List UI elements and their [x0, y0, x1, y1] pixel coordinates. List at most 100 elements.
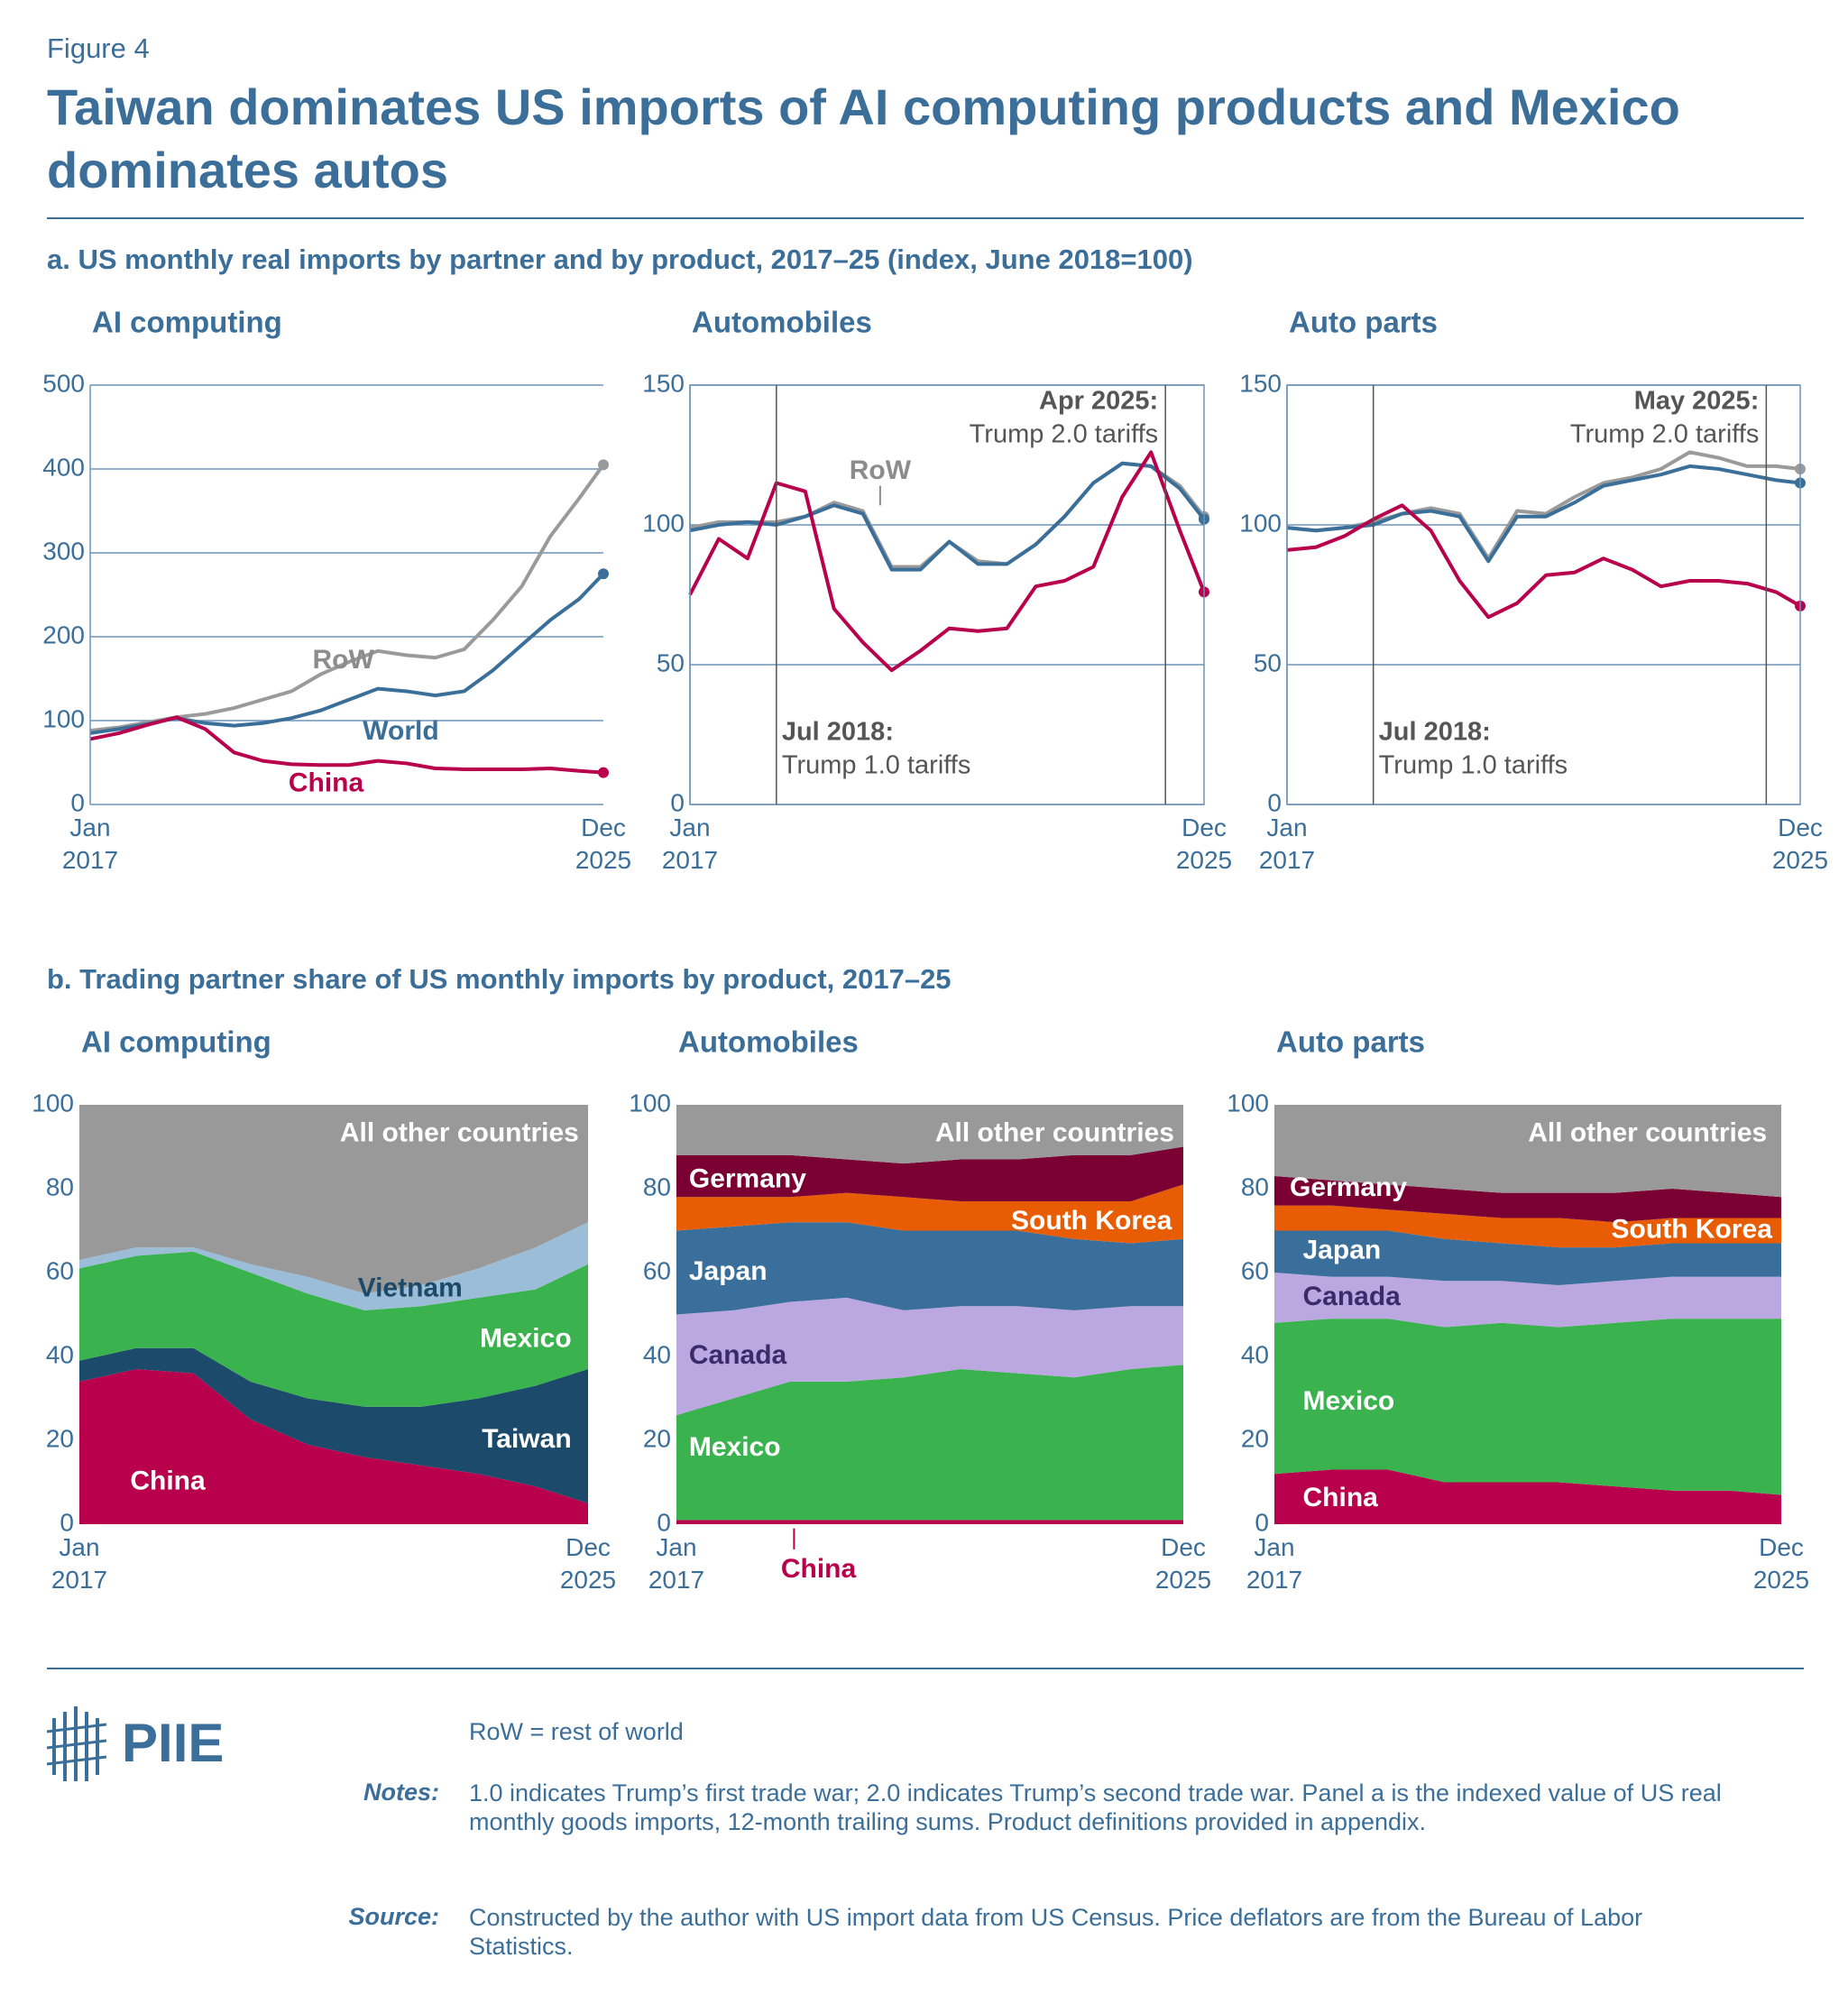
area	[1274, 1205, 1781, 1248]
annotation-label: Jul 2018:	[782, 718, 894, 747]
frame	[689, 384, 1205, 805]
x-tick-label: Dec 2025	[1753, 1533, 1809, 1594]
annotation-label: May 2025:	[1634, 386, 1760, 415]
y-tick-label: 0	[70, 788, 85, 816]
area	[676, 1105, 1183, 1164]
line	[89, 715, 604, 775]
area	[676, 1365, 1183, 1521]
chart-title: Automobiles	[692, 306, 872, 339]
annotation-label: Apr 2025:	[1039, 386, 1158, 415]
y-tick-label: 0	[1255, 1508, 1269, 1536]
y-tick-label: 100	[1227, 1089, 1269, 1117]
area	[676, 1297, 1183, 1416]
x-tick-label: Jan 2017	[662, 814, 718, 874]
x-tick-label: Dec 2025	[1155, 1533, 1211, 1594]
panel-title: b. Trading partner share of US monthly i…	[47, 963, 952, 995]
y-tick-label: 40	[1241, 1340, 1269, 1368]
y-tick-label: 80	[643, 1172, 671, 1200]
annotation-label: Jul 2018:	[1379, 718, 1491, 747]
y-tick-label: 100	[642, 509, 685, 537]
logo-icon	[46, 1706, 107, 1781]
line	[689, 461, 1206, 572]
logo-text: PIIE	[122, 1713, 224, 1773]
note-label: Source:	[348, 1903, 439, 1930]
x-tick-label: Jan 2017	[62, 814, 118, 874]
series-label: Japan	[1303, 1236, 1382, 1265]
annotation-text: Trump 1.0 tariffs	[782, 751, 971, 780]
y-tick-label: 40	[46, 1340, 74, 1368]
line	[688, 450, 1206, 673]
series-label: Vietnam	[358, 1273, 463, 1303]
chart-title: Automobiles	[678, 1025, 859, 1059]
area	[1274, 1273, 1781, 1328]
y-tick-label: 20	[46, 1424, 74, 1452]
area	[79, 1368, 588, 1524]
y-tick-label: 100	[1239, 509, 1282, 537]
series-label: All other countries	[340, 1117, 579, 1147]
y-tick-label: 0	[670, 788, 685, 816]
y-tick-label: 500	[42, 369, 85, 397]
series-label: China	[289, 768, 364, 798]
series-label: China	[130, 1466, 206, 1495]
y-tick-label: 300	[42, 537, 85, 565]
y-tick-label: 150	[642, 369, 685, 397]
y-tick-label: 20	[1241, 1424, 1269, 1452]
series-label: Mexico	[689, 1432, 781, 1462]
y-tick-label: 80	[1241, 1172, 1269, 1200]
area	[1274, 1105, 1781, 1198]
series-label: Canada	[1303, 1282, 1402, 1311]
area	[79, 1222, 588, 1310]
series-label: World	[363, 716, 438, 746]
y-tick-label: 20	[643, 1424, 671, 1452]
end-point	[598, 568, 609, 580]
annotation-text: Trump 2.0 tariffs	[1570, 419, 1760, 448]
area	[1274, 1176, 1781, 1223]
series-label: Mexico	[480, 1323, 572, 1353]
series-label: South Korea	[1011, 1206, 1172, 1236]
area	[676, 1520, 1183, 1524]
area	[1274, 1469, 1781, 1524]
y-tick-label: 50	[657, 648, 685, 676]
chart-title: AI computing	[92, 306, 282, 339]
panel-title: a. US monthly real imports by partner an…	[47, 244, 1193, 275]
line	[89, 464, 605, 733]
figure-label: Figure 4	[47, 32, 150, 64]
y-tick-label: 150	[1239, 369, 1282, 397]
end-point	[598, 459, 609, 471]
annotation-text: Trump 2.0 tariffs	[970, 419, 1159, 448]
series-label: Mexico	[1303, 1386, 1395, 1416]
x-tick-label: Dec 2025	[575, 814, 631, 874]
x-tick-label: Jan 2017	[1246, 1533, 1302, 1594]
series-label: China	[781, 1554, 857, 1584]
line	[689, 461, 1206, 569]
frame	[1286, 384, 1801, 805]
y-tick-label: 200	[42, 621, 85, 648]
note-text: Constructed by the author with US import…	[469, 1904, 1643, 1960]
area	[1274, 1230, 1781, 1285]
y-tick-label: 60	[1241, 1256, 1269, 1284]
y-tick-label: 0	[1267, 788, 1282, 816]
series-label: RoW	[850, 455, 912, 485]
area	[676, 1184, 1183, 1244]
end-point	[598, 767, 609, 778]
area	[676, 1222, 1183, 1315]
y-tick-label: 100	[32, 1089, 74, 1117]
series-label: RoW	[313, 645, 375, 675]
y-tick-label: 400	[42, 453, 85, 481]
series-label: Germany	[1290, 1172, 1407, 1202]
area	[1274, 1319, 1781, 1495]
y-tick-label: 60	[46, 1256, 74, 1284]
x-tick-label: Jan 2017	[1259, 814, 1315, 874]
x-tick-label: Dec 2025	[560, 1533, 616, 1594]
annotation-text: Trump 1.0 tariffs	[1379, 751, 1568, 780]
series-label: Taiwan	[482, 1424, 571, 1454]
series-label: South Korea	[1612, 1214, 1773, 1244]
title: Taiwan dominates US imports of AI comput…	[47, 78, 1680, 198]
x-tick-label: Dec 2025	[1176, 814, 1232, 874]
y-tick-label: 0	[60, 1508, 74, 1536]
note-text: RoW = rest of world	[469, 1718, 684, 1745]
series-label: Germany	[689, 1164, 806, 1194]
area	[79, 1105, 588, 1294]
series-label: China	[1303, 1483, 1379, 1512]
series-label: All other countries	[1528, 1117, 1767, 1147]
